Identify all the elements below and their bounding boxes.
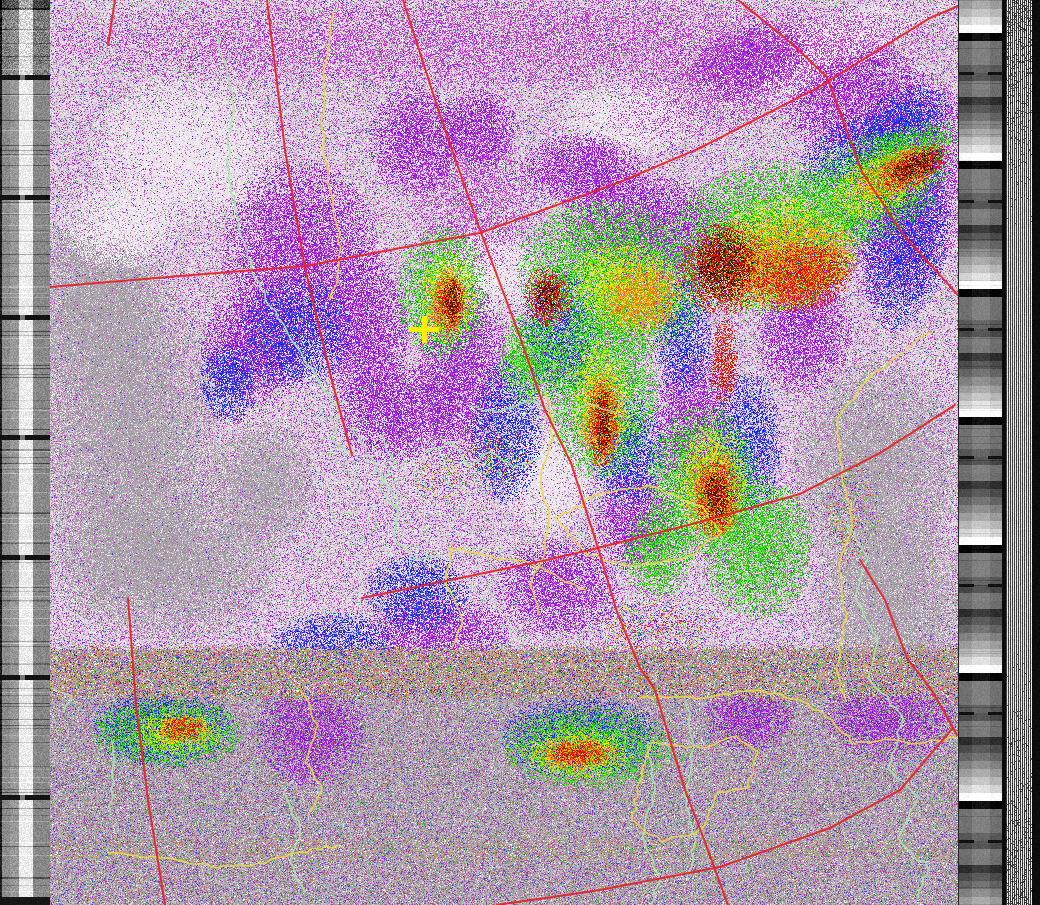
sync-train-bar: [1005, 0, 1040, 905]
telemetry-wedge-bar: [958, 0, 1005, 905]
false-color-weather-image: [50, 0, 958, 905]
left-sync-space-bar: [0, 0, 50, 905]
